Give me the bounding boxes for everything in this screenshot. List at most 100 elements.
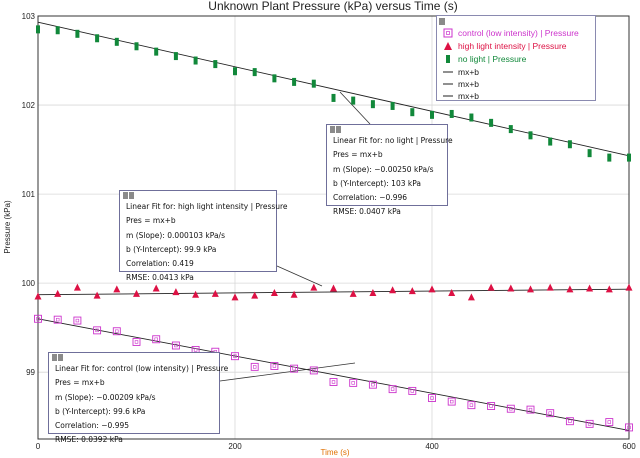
control-point (388, 385, 397, 394)
x-axis-ticks: 0 200 400 600 (36, 442, 636, 451)
fit-intercept: b (Y-Intercept): 99.9 kPa (126, 244, 217, 254)
high-light-point (251, 291, 259, 299)
high-light-point (389, 286, 397, 294)
control-point (290, 364, 299, 373)
high-light-point (349, 289, 357, 297)
legend-item-no-light: no light | Pressure (441, 53, 526, 65)
high-light-point (586, 284, 594, 292)
y-tick-label: 102 (22, 101, 36, 110)
drag-handle-icon[interactable] (123, 192, 272, 200)
x-tick-label: 600 (622, 442, 636, 451)
fit-intercept: b (Y-Intercept): 99.6 kPa (55, 406, 146, 416)
high-light-point (369, 288, 377, 296)
fit-equation: Pres = mx+b (126, 216, 176, 226)
high-light-point (152, 284, 160, 292)
leader-line (276, 265, 323, 287)
drag-handle-icon[interactable] (330, 126, 443, 134)
control-point (132, 337, 141, 346)
high-light-point (73, 283, 81, 291)
y-tick-label: 101 (22, 190, 36, 199)
fit-title: Linear Fit for: no light | Pressure (333, 136, 453, 145)
no-light-point (233, 67, 237, 76)
no-light-point (489, 118, 494, 127)
fit-box-high-light[interactable]: Linear Fit for: high light intensity | P… (119, 190, 288, 282)
control-point (625, 423, 633, 432)
no-light-point (292, 77, 297, 86)
high-light-point (34, 292, 42, 300)
triangle-marker-icon (441, 40, 454, 52)
no-light-point (370, 100, 375, 109)
no-light-point (36, 25, 40, 34)
control-point (329, 378, 338, 386)
no-light-point (449, 109, 454, 118)
high-light-point (270, 288, 278, 296)
fit-equation: Pres = mx+b (55, 378, 105, 388)
no-light-point (548, 137, 553, 146)
no-light-point (134, 42, 139, 51)
legend-label: mx+b (458, 67, 480, 77)
no-light-point (587, 149, 592, 158)
legend-label: mx+b (458, 91, 480, 101)
control-point (53, 315, 62, 324)
line-marker-icon (441, 66, 454, 78)
high-light-point (448, 288, 456, 296)
no-light-point (213, 60, 218, 69)
drag-handle-icon[interactable] (52, 354, 215, 362)
leader-line (219, 362, 356, 382)
open-square-marker-icon (441, 27, 454, 39)
no-light-point (331, 93, 336, 102)
legend[interactable]: control (low intensity) | Pressure high … (436, 15, 596, 101)
control-point (112, 327, 121, 336)
high-light-point (487, 283, 495, 291)
x-tick-label: 200 (228, 442, 242, 451)
high-light-point (467, 293, 475, 301)
fit-box-no-light[interactable]: Linear Fit for: no light | Pressure Pres… (326, 124, 453, 216)
legend-item-fit-2: mx+b (441, 90, 479, 102)
no-light-point (154, 47, 159, 56)
high-light-point (54, 289, 62, 297)
fit-rmse: RMSE: 0.0392 kPa (55, 435, 123, 445)
fit-rmse: RMSE: 0.0413 kPa (126, 273, 194, 283)
legend-label: no light | Pressure (458, 54, 527, 64)
no-light-point (567, 140, 572, 149)
leader-line (339, 91, 371, 125)
y-tick-label: 99 (26, 368, 35, 377)
drag-handle-icon[interactable] (439, 18, 445, 25)
control-point (428, 394, 436, 402)
high-light-point (408, 287, 416, 295)
no-light-point (607, 153, 612, 162)
legend-label: mx+b (458, 79, 480, 89)
legend-label: control (low intensity) | Pressure (458, 28, 579, 38)
control-point (546, 409, 555, 418)
fit-slope: m (Slope): 0.000103 kPa/s (126, 230, 225, 240)
no-light-point (173, 52, 178, 61)
high-light-point (428, 285, 436, 293)
fit-correlation: Correlation: 0.419 (126, 259, 194, 269)
high-light-point (113, 285, 121, 293)
y-axis-label: Pressure (kPa) (3, 200, 12, 254)
no-light-point (528, 131, 533, 140)
fit-rmse: RMSE: 0.0407 kPa (333, 207, 401, 217)
high-light-point (566, 285, 574, 293)
no-light-point (95, 34, 100, 43)
control-point (349, 378, 358, 387)
control-point (408, 386, 417, 395)
fit-correlation: Correlation: −0.995 (55, 421, 130, 431)
x-tick-label: 400 (425, 442, 439, 451)
legend-item-control: control (low intensity) | Pressure (441, 27, 579, 39)
high-light-point (546, 283, 554, 291)
high-light-point (330, 284, 337, 292)
control-point (250, 362, 259, 371)
y-tick-label: 103 (22, 12, 36, 21)
legend-item-fit-0: mx+b (441, 66, 479, 78)
control-point (368, 380, 377, 389)
no-light-point (469, 113, 474, 122)
fit-box-control[interactable]: Linear Fit for: control (low intensity) … (48, 352, 229, 444)
control-point (467, 401, 476, 410)
high-light-point (310, 283, 318, 291)
fit-title: Linear Fit for: control (low intensity) … (55, 364, 229, 373)
fit-correlation: Correlation: −0.996 (333, 193, 408, 203)
high-light-point (625, 283, 633, 291)
no-light-point (272, 74, 277, 83)
no-light-point (430, 110, 434, 119)
